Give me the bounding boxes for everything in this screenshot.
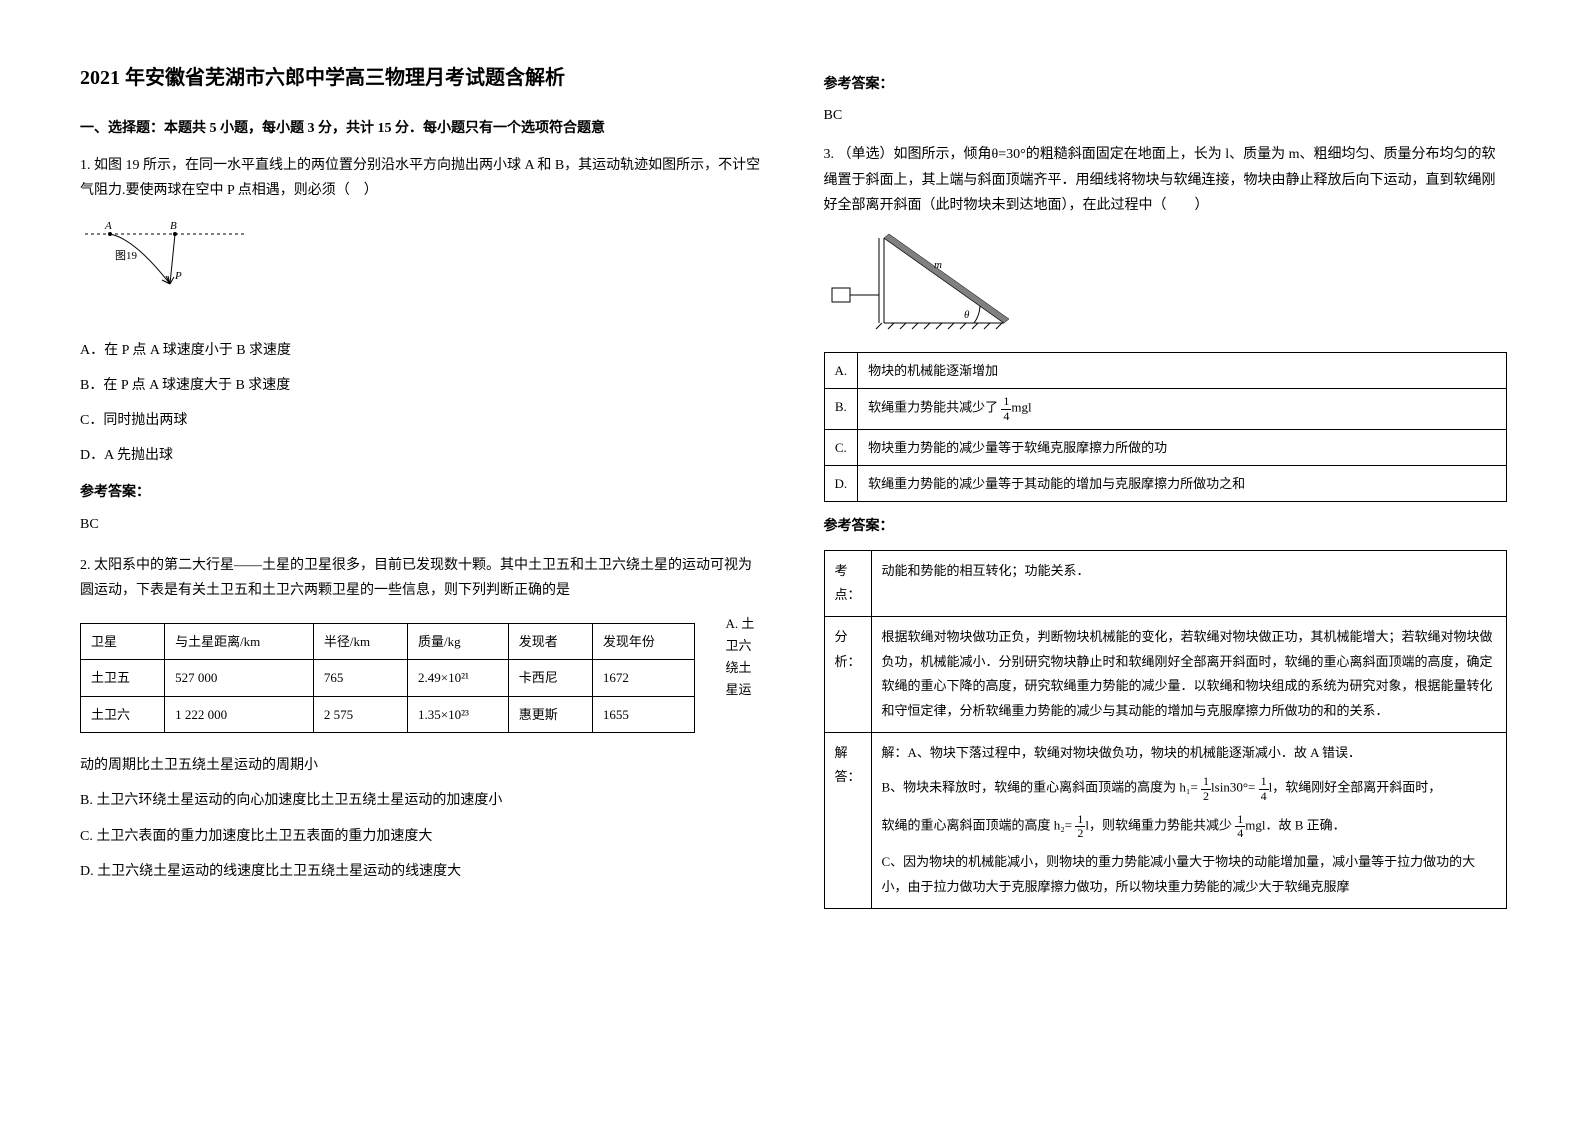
q1-text: 1. 如图 19 所示，在同一水平直线上的两位置分别沿水平方向抛出两小球 A 和… — [80, 153, 764, 203]
q1-answer-label: 参考答案： — [80, 480, 764, 505]
q3-opt-A-label: A. — [824, 352, 858, 388]
q2-answer-label: 参考答案： — [824, 72, 1508, 97]
q2-r0c2: 765 — [313, 660, 407, 696]
q1-answer: BC — [80, 512, 764, 537]
q3-kaodian: 动能和势能的相互转化；功能关系． — [871, 550, 1507, 616]
q1-option-C: C．同时抛出两球 — [80, 408, 764, 433]
q2-th-2: 半径/km — [313, 624, 407, 660]
section-1-heading: 一、选择题：本题共 5 小题，每小题 3 分，共计 15 分．每小题只有一个选项… — [80, 116, 764, 141]
q2-th-4: 发现者 — [508, 624, 592, 660]
left-column: 2021 年安徽省芜湖市六郎中学高三物理月考试题含解析 一、选择题：本题共 5 … — [80, 60, 764, 925]
q2-th-0: 卫星 — [81, 624, 165, 660]
q2-option-C: C. 土卫六表面的重力加速度比土卫五表面的重力加速度大 — [80, 824, 764, 849]
exam-title: 2021 年安徽省芜湖市六郎中学高三物理月考试题含解析 — [80, 60, 764, 96]
q2-r0c0: 土卫五 — [81, 660, 165, 696]
q2-r0c1: 527 000 — [165, 660, 314, 696]
q2-th-3: 质量/kg — [408, 624, 509, 660]
q2-r1c4: 惠更斯 — [508, 696, 592, 732]
q2-r0c3: 2.49×10²¹ — [408, 660, 509, 696]
q3-opt-B-frac: 14 — [1001, 395, 1011, 422]
q3-opt-B-pre: 软绳重力势能共减少了 — [868, 400, 1001, 415]
q3-jieda: 解：A、物块下落过程中，软绳对物块做负功，物块的机械能逐渐减小．故 A 错误． … — [871, 732, 1507, 908]
q3-kaodian-label: 考点： — [824, 550, 871, 616]
q2-th-1: 与土星距离/km — [165, 624, 314, 660]
q3-explain-table: 考点： 动能和势能的相互转化；功能关系． 分析： 根据软绳对物块做功正负，判断物… — [824, 550, 1508, 909]
q3-jieda-B-line2: 软绳的重心离斜面顶端的高度 h₂= 12l，则软绳重力势能共减少 14mgl．故… — [882, 813, 1497, 840]
q2-r1c2: 2 575 — [313, 696, 407, 732]
q3-options-table: A. 物块的机械能逐渐增加 B. 软绳重力势能共减少了 14mgl C. 物块重… — [824, 352, 1508, 503]
q2-answer: BC — [824, 103, 1508, 128]
q2-r1c0: 土卫六 — [81, 696, 165, 732]
q3-opt-A-text: 物块的机械能逐渐增加 — [858, 352, 1507, 388]
q3-opt-D-label: D. — [824, 466, 858, 502]
page-container: 2021 年安徽省芜湖市六郎中学高三物理月考试题含解析 一、选择题：本题共 5 … — [80, 60, 1507, 925]
q2-side-note: A. 土卫六绕土星运 — [726, 613, 764, 701]
q3-opt-B-label: B. — [824, 389, 858, 429]
q3-opt-C-label: C. — [824, 429, 858, 465]
q1-option-D: D．A 先抛出球 — [80, 443, 764, 468]
q3-jieda-C: C、因为物块的机械能减小，则物块的重力势能减小量大于物块的动能增加量，减小量等于… — [882, 850, 1497, 899]
q2-r1c5: 1655 — [592, 696, 694, 732]
q2-r0c5: 1672 — [592, 660, 694, 696]
q3-opt-C-text: 物块重力势能的减少量等于软绳克服摩擦力所做的功 — [858, 429, 1507, 465]
q3-opt-B-post: mgl — [1011, 400, 1031, 415]
q3-jieda-B-line1: B、物块未释放时，软绳的重心离斜面顶端的高度为 h₁= 12lsin30°= 1… — [882, 775, 1497, 802]
q2-text: 2. 太阳系中的第二大行星——土星的卫星很多，目前已发现数十颗。其中土卫五和土卫… — [80, 553, 764, 603]
q2-r1c1: 1 222 000 — [165, 696, 314, 732]
q3-text: 3. （单选）如图所示，倾角θ=30°的粗糙斜面固定在地面上，长为 l、质量为 … — [824, 142, 1508, 218]
q1-label-B: B — [170, 220, 177, 232]
q2-after-table: 动的周期比土卫五绕土星运动的周期小 — [80, 753, 764, 778]
q3-theta-label: θ — [964, 309, 970, 321]
q2-r0c4: 卡西尼 — [508, 660, 592, 696]
question-1: 1. 如图 19 所示，在同一水平直线上的两位置分别沿水平方向抛出两小球 A 和… — [80, 153, 764, 537]
q1-figure: A B P 图19 — [80, 214, 764, 324]
question-3: 3. （单选）如图所示，倾角θ=30°的粗糙斜面固定在地面上，长为 l、质量为 … — [824, 142, 1508, 908]
q3-fenxi-label: 分析： — [824, 617, 871, 733]
q3-jieda-A: 解：A、物块下落过程中，软绳对物块做负功，物块的机械能逐渐减小．故 A 错误． — [882, 741, 1497, 766]
q1-figure-caption: 图19 — [115, 249, 137, 262]
q3-figure: θ m — [824, 228, 1508, 338]
q3-answer-label: 参考答案： — [824, 514, 1508, 539]
right-column: 参考答案： BC 3. （单选）如图所示，倾角θ=30°的粗糙斜面固定在地面上，… — [824, 60, 1508, 925]
q1-option-A: A．在 P 点 A 球速度小于 B 求速度 — [80, 338, 764, 363]
q2-r1c3: 1.35×10²³ — [408, 696, 509, 732]
q2-table: 卫星 与土星距离/km 半径/km 质量/kg 发现者 发现年份 土卫五 527… — [80, 623, 695, 733]
q3-m-label: m — [934, 259, 942, 271]
q3-fenxi: 根据软绳对物块做功正负，判断物块机械能的变化，若软绳对物块做正功，其机械能增大；… — [871, 617, 1507, 733]
q3-opt-D-text: 软绳重力势能的减少量等于其动能的增加与克服摩擦力所做功之和 — [858, 466, 1507, 502]
q1-label-P: P — [174, 270, 182, 282]
q1-option-B: B．在 P 点 A 球速度大于 B 求速度 — [80, 373, 764, 398]
q1-label-A: A — [104, 220, 112, 232]
q2-option-B: B. 土卫六环绕土星运动的向心加速度比土卫五绕土星运动的加速度小 — [80, 788, 764, 813]
q3-opt-B-text: 软绳重力势能共减少了 14mgl — [858, 389, 1507, 429]
q3-jieda-label: 解答： — [824, 732, 871, 908]
q2-th-5: 发现年份 — [592, 624, 694, 660]
question-2: 2. 太阳系中的第二大行星——土星的卫星很多，目前已发现数十颗。其中土卫五和土卫… — [80, 553, 764, 884]
q2-option-D: D. 土卫六绕土星运动的线速度比土卫五绕土星运动的线速度大 — [80, 859, 764, 884]
